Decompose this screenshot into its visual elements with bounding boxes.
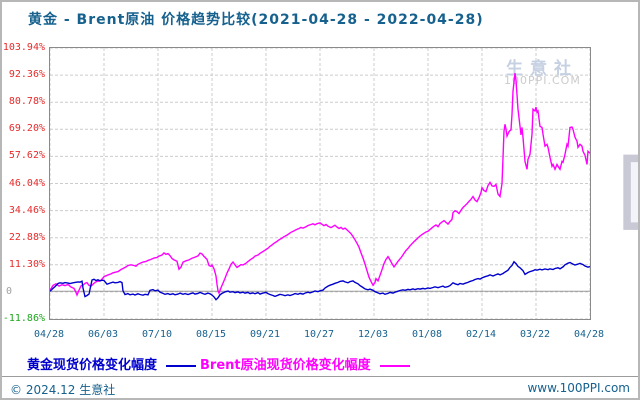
series-line-brent [50, 73, 590, 297]
y-axis-tick-label: 80.78% [8, 96, 45, 107]
y-axis-labels: 103.94% 92.36% 80.78% 69.20% 57.62% 46.04% 34.… [2, 42, 49, 324]
legend-label: Brent原油现货价格变化幅度 [200, 358, 371, 373]
legend-item-brent: Brent原油现货价格变化幅度 [200, 354, 410, 373]
footer-divider [2, 376, 638, 377]
series-line-gold [50, 260, 590, 301]
x-axis-tick-label: 04/28 [573, 329, 605, 340]
y-axis-tick-label: 69.20% [8, 123, 45, 134]
plot-area: PPI 生意社 100PPI.COM [49, 47, 638, 320]
x-axis-tick-label: 01/08 [411, 329, 443, 340]
x-axis-tick-label: 03/22 [519, 329, 551, 340]
footer-copyright: © 2024.12 生意社 [10, 383, 116, 397]
legend-item-gold: 黄金现货价格变化幅度 [27, 354, 197, 373]
x-axis-tick-label: 04/28 [33, 329, 65, 340]
x-axis-labels: 04/28 06/03 07/10 08/15 09/21 10/27 12/03 01/08… [34, 329, 604, 343]
y-axis-tick-label: 22.88% [8, 232, 45, 243]
y-axis-tick-label: 0 [6, 286, 13, 297]
y-axis-tick-label: 57.62% [8, 150, 45, 161]
legend-label: 黄金现货价格变化幅度 [27, 358, 158, 373]
legend-line-swatch [166, 364, 197, 367]
x-axis-tick-label: 10/27 [303, 329, 335, 340]
x-axis-tick-label: 08/15 [195, 329, 227, 340]
x-axis-tick-label: 02/14 [465, 329, 497, 340]
y-axis-tick-label: 34.46% [8, 205, 45, 216]
footer-site-url: www.100PPI.com [527, 381, 630, 395]
y-axis-tick-label: 11.30% [8, 259, 45, 270]
legend-line-swatch [379, 364, 410, 367]
x-axis-tick-label: 09/21 [249, 329, 281, 340]
x-axis-tick-label: 07/10 [141, 329, 173, 340]
grid-layer [50, 48, 590, 319]
chart-title: 黄金 - Brent原油 价格趋势比较(2021-04-28 - 2022-04… [28, 12, 484, 28]
x-axis-tick-label: 12/03 [357, 329, 389, 340]
y-axis-tick-label: -11.86% [2, 313, 45, 324]
y-axis-tick-label: 92.36% [8, 69, 45, 80]
series-layer [50, 73, 590, 301]
legend: 黄金现货价格变化幅度 Brent原油现货价格变化幅度 [2, 354, 638, 373]
x-axis-tick-label: 06/03 [87, 329, 119, 340]
footer: © 2024.12 生意社 www.100PPI.com [2, 381, 638, 397]
y-axis-tick-label: 46.04% [8, 178, 45, 189]
y-axis-tick-label: 103.94% [2, 42, 45, 53]
